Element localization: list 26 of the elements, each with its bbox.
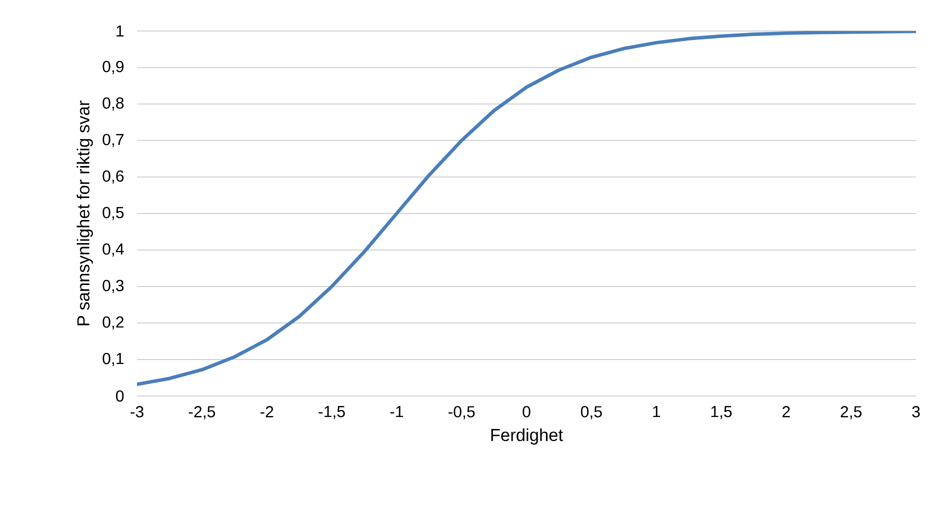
x-tick-label: -2,5	[188, 406, 216, 420]
x-tick-label: 1	[653, 406, 660, 418]
x-tick-label: 2	[782, 406, 790, 418]
y-tick-label: 0,1	[102, 352, 124, 366]
y-tick-label: 0,3	[102, 280, 124, 294]
y-tick-label: 0,5	[102, 206, 124, 220]
y-tick-label: 0,6	[102, 170, 124, 184]
x-tick-label: -0,5	[448, 406, 475, 420]
x-tick-label: -1	[390, 406, 403, 418]
x-tick-label: 3	[912, 406, 920, 418]
y-tick-label: 0,7	[102, 134, 124, 148]
x-tick-label: -2	[260, 406, 274, 418]
y-axis-title: P sannsynlighet for riktig svar	[76, 100, 93, 326]
x-tick-label: -1,5	[318, 406, 345, 420]
x-tick-label: 1,5	[711, 406, 732, 420]
y-tick-label: 1	[116, 26, 124, 36]
y-tick-label: 0,8	[102, 97, 124, 111]
x-tick-label: -3	[130, 406, 144, 418]
x-axis-title: Ferdighet	[491, 428, 563, 445]
y-tick-label: 0	[116, 390, 124, 402]
y-tick-label: 0,4	[102, 243, 124, 257]
x-tick-label: 2,5	[840, 406, 862, 420]
x-tick-label: 0	[522, 406, 530, 418]
y-tick-label: 0,2	[102, 316, 124, 330]
x-tick-label: 0,5	[580, 406, 602, 420]
y-tick-label: 0,9	[102, 60, 124, 74]
